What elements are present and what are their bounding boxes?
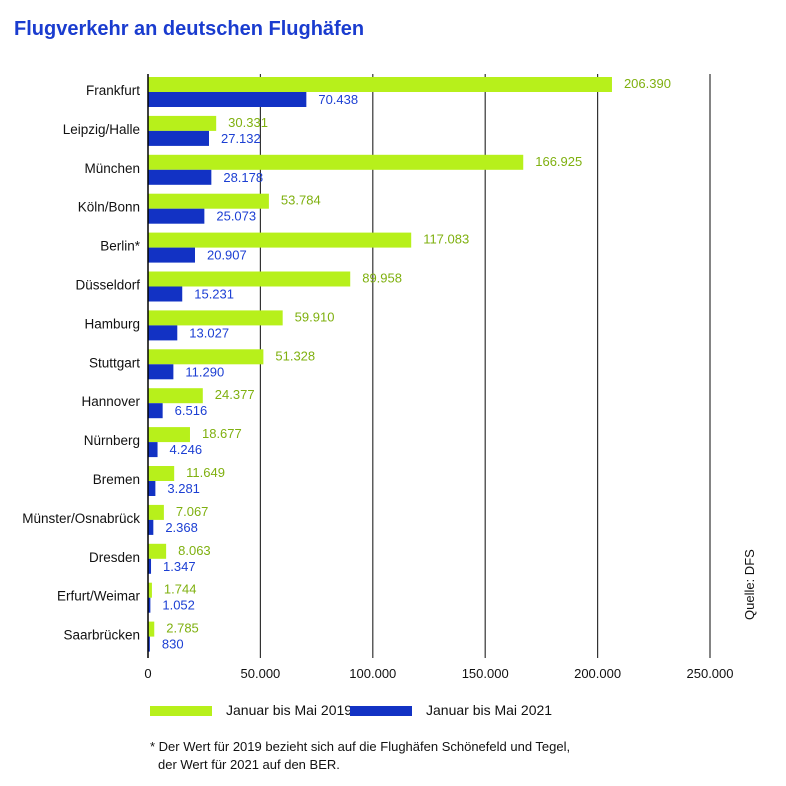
value-label-2019: 7.067: [176, 504, 209, 519]
labels: 0 50.000 100.000 150.000 200.000 250.000 Frank…: [22, 76, 733, 681]
bar-2021: [148, 286, 183, 302]
x-tick-label: 50.000: [241, 666, 281, 681]
bar-2021: [148, 169, 212, 185]
value-label-2019: 24.377: [215, 387, 255, 402]
bar-2021: [148, 558, 152, 574]
bar-2019: [148, 77, 612, 92]
x-tick-label: 100.000: [349, 666, 396, 681]
value-label-2021: 11.290: [185, 364, 224, 379]
footnote: * Der Wert für 2019 bezieht sich auf die…: [150, 738, 570, 774]
footnote-line-1: * Der Wert für 2019 bezieht sich auf die…: [150, 739, 571, 754]
bar-2019: [148, 543, 167, 559]
bar-2021: [148, 597, 151, 613]
bar-2019: [148, 466, 175, 481]
value-label-2019: 18.677: [202, 426, 242, 441]
value-label-2021: 6.516: [175, 403, 208, 418]
value-label-2019: 30.331: [228, 115, 268, 130]
category-label: Münster/Osnabrück: [22, 511, 140, 526]
category-label: München: [84, 161, 140, 176]
bar-2019: [148, 232, 412, 248]
category-label: Stuttgart: [89, 355, 140, 370]
category-label: Hamburg: [84, 316, 140, 331]
bar-2021: [148, 92, 307, 107]
value-label-2021: 1.347: [163, 559, 196, 574]
legend-item-2021: Januar bis Mai 2021: [350, 702, 552, 718]
category-label: Berlin*: [100, 239, 141, 254]
value-label-2019: 8.063: [178, 543, 211, 558]
category-label: Frankfurt: [86, 83, 140, 98]
bar-2021: [148, 403, 163, 419]
footnote-line-2: der Wert für 2021 auf den BER.: [158, 757, 340, 772]
value-label-2019: 166.925: [535, 154, 582, 169]
value-label-2019: 53.784: [281, 193, 321, 208]
bar-2019: [148, 504, 164, 520]
bar-2021: [148, 364, 174, 380]
legend-swatch-2021: [350, 706, 412, 717]
bar-2021: [148, 130, 209, 146]
bar-2019: [148, 115, 217, 131]
value-label-2019: 11.649: [186, 465, 225, 480]
bar-2021: [148, 519, 154, 535]
value-label-2021: 15.231: [194, 287, 234, 302]
bar-2019: [148, 310, 283, 326]
x-tick-label: 200.000: [574, 666, 621, 681]
bar-2021: [148, 481, 156, 496]
value-label-2021: 3.281: [167, 481, 200, 496]
value-label-2021: 830: [162, 637, 184, 652]
x-tick-label: 150.000: [462, 666, 509, 681]
category-label: Düsseldorf: [75, 278, 140, 293]
bar-2019: [148, 349, 264, 365]
category-label: Bremen: [93, 472, 140, 487]
value-label-2021: 2.368: [165, 520, 198, 535]
legend-label-2019: Januar bis Mai 2019: [226, 702, 353, 718]
category-label: Köln/Bonn: [78, 200, 140, 215]
value-label-2019: 117.083: [423, 232, 469, 247]
value-label-2021: 25.073: [216, 209, 256, 224]
value-label-2021: 27.132: [221, 131, 261, 146]
bar-2019: [148, 427, 190, 443]
bar-2019: [148, 154, 524, 170]
legend-label-2021: Januar bis Mai 2021: [426, 702, 553, 718]
value-label-2021: 1.052: [162, 598, 195, 613]
value-label-2021: 20.907: [207, 248, 247, 263]
bar-2021: [148, 325, 178, 341]
value-label-2019: 59.910: [295, 309, 335, 324]
value-label-2019: 206.390: [624, 76, 671, 91]
x-tick-label: 0: [144, 666, 151, 681]
value-label-2021: 70.438: [318, 92, 358, 107]
value-label-2021: 13.027: [189, 325, 229, 340]
bar-2019: [148, 582, 152, 598]
value-label-2019: 89.958: [362, 271, 402, 286]
bar-2019: [148, 271, 351, 287]
grid-lines: [259, 74, 711, 658]
value-label-2019: 51.328: [275, 348, 315, 363]
category-label: Dresden: [89, 550, 140, 565]
value-label-2021: 28.178: [223, 170, 263, 185]
legend-item-2019: Januar bis Mai 2019: [150, 702, 352, 718]
bar-2021: [148, 442, 158, 458]
source-label: Quelle: DFS: [742, 549, 757, 620]
value-label-2019: 1.744: [164, 582, 197, 597]
bar-2019: [148, 388, 203, 404]
category-label: Erfurt/Weimar: [57, 589, 141, 604]
category-label: Hannover: [81, 394, 140, 409]
bar-2021: [148, 247, 195, 263]
value-label-2019: 2.785: [166, 621, 199, 636]
category-label: Saarbrücken: [63, 628, 140, 643]
bar-2021: [148, 636, 150, 652]
x-tick-label: 250.000: [687, 666, 734, 681]
category-label: Leipzig/Halle: [63, 122, 140, 137]
category-label: Nürnberg: [84, 433, 140, 448]
bar-2019: [148, 621, 155, 637]
bar-2021: [148, 208, 205, 224]
chart-title: Flugverkehr an deutschen Flughäfen: [14, 18, 365, 40]
bar-2019: [148, 193, 269, 209]
legend-swatch-2019: [150, 706, 212, 717]
value-label-2021: 4.246: [170, 442, 203, 457]
bars: [148, 77, 612, 652]
